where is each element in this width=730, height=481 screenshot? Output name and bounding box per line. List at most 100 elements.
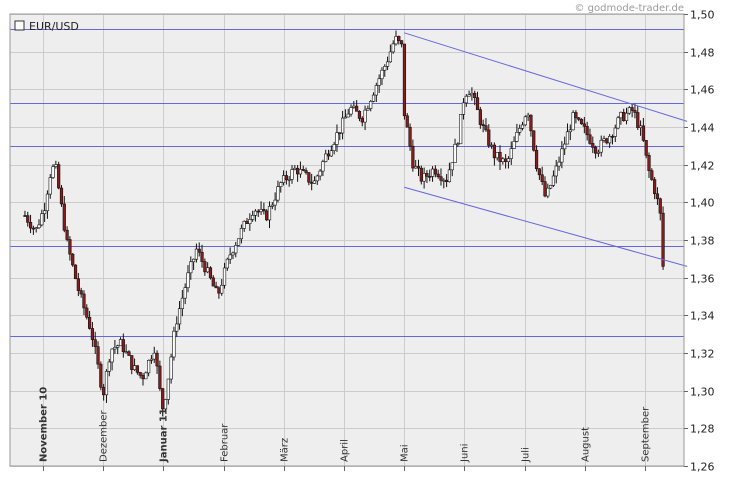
candle-body — [90, 328, 95, 340]
candle-body — [608, 136, 612, 144]
candle-body — [248, 219, 252, 224]
candle-body — [43, 210, 47, 215]
candle-body — [501, 158, 505, 162]
candle-body — [71, 253, 75, 266]
candle-body — [540, 174, 544, 182]
candle-body — [338, 132, 342, 134]
candle-body — [428, 176, 432, 178]
candle-body — [59, 187, 64, 205]
candle-body — [284, 175, 288, 181]
candle-body — [135, 365, 139, 373]
candle-body — [526, 114, 530, 118]
candle-body — [54, 164, 58, 167]
candle-body — [377, 78, 381, 86]
candle-body — [549, 185, 553, 189]
candle-body — [287, 179, 291, 181]
candle-body — [290, 169, 294, 180]
y-tick-label: 1,32 — [690, 348, 715, 361]
candle-body — [332, 144, 336, 152]
candle-body — [194, 248, 199, 260]
candle-body — [352, 105, 356, 108]
x-tick-label: Dezember — [99, 410, 110, 462]
candle-body — [208, 267, 213, 279]
candle-body — [34, 227, 38, 230]
grid — [10, 14, 684, 467]
candle-body — [433, 168, 437, 175]
y-tick-label: 1,26 — [690, 461, 715, 474]
candle-body — [124, 351, 128, 353]
candle-body — [596, 151, 601, 154]
support-resistance-lines — [10, 29, 684, 337]
candle-body — [85, 307, 89, 318]
candle-body — [93, 339, 97, 347]
candle-body — [383, 66, 387, 71]
candle-body — [253, 210, 258, 216]
candle-body — [585, 126, 589, 136]
candle-body — [144, 372, 148, 380]
candle-body — [636, 112, 640, 128]
candle-body — [225, 258, 229, 269]
candle-body — [239, 228, 243, 240]
candle-body — [644, 140, 648, 156]
candle-body — [509, 148, 513, 159]
candle-body — [183, 287, 187, 299]
candle-body — [622, 111, 626, 122]
candle-body — [419, 167, 423, 182]
candle-body — [79, 290, 83, 295]
candle-body — [48, 177, 52, 195]
candle-body — [380, 69, 384, 80]
candle-body — [624, 112, 629, 122]
candle-body — [430, 168, 435, 177]
candle-body — [442, 179, 446, 182]
candle-body — [436, 173, 440, 177]
candle-body — [504, 158, 508, 162]
candle-body — [355, 105, 359, 112]
candle-body — [340, 117, 345, 134]
candle-body — [563, 143, 567, 150]
candle-body — [445, 179, 449, 183]
candle-body — [296, 167, 300, 175]
candle-body — [357, 111, 362, 119]
candle-body — [394, 36, 398, 45]
candle-body — [127, 351, 131, 356]
candle-body — [400, 40, 404, 45]
candle-body — [450, 162, 454, 171]
legend: EUR/USD — [14, 20, 79, 33]
x-tick-label: Mai — [400, 444, 411, 462]
candle-body — [459, 114, 463, 145]
candle-body — [425, 173, 429, 177]
candle-body — [270, 204, 274, 207]
candle-body — [26, 215, 30, 223]
candle-body — [104, 371, 109, 396]
candle-body — [447, 169, 452, 183]
candle-body — [537, 168, 541, 176]
x-tick-label: August — [581, 427, 592, 462]
trendline — [404, 186, 688, 267]
candle-body — [76, 278, 80, 291]
candle-body — [619, 111, 623, 119]
candle-body — [31, 227, 35, 230]
candle-body — [186, 272, 190, 288]
candle-body — [408, 126, 412, 147]
candle-body — [453, 143, 457, 163]
candle-body — [456, 143, 460, 146]
candle-body — [152, 352, 156, 360]
y-tick-label: 1,36 — [690, 273, 715, 286]
candle-body — [329, 150, 333, 157]
candle-body — [169, 356, 173, 380]
candle-body — [242, 220, 246, 229]
x-tick-label: Juli — [521, 447, 532, 463]
candle-body — [554, 165, 558, 177]
candle-body — [475, 97, 480, 110]
candle-body — [113, 347, 117, 350]
candle-body — [130, 355, 134, 370]
candle-body — [560, 148, 564, 163]
candle-body — [402, 43, 407, 117]
candle-body — [653, 179, 657, 195]
y-tick-label: 1,38 — [690, 235, 715, 248]
candle-body — [416, 166, 421, 169]
candle-body — [155, 352, 159, 367]
candle-body — [23, 215, 27, 217]
candle-body — [68, 239, 72, 255]
candle-body — [523, 116, 527, 126]
